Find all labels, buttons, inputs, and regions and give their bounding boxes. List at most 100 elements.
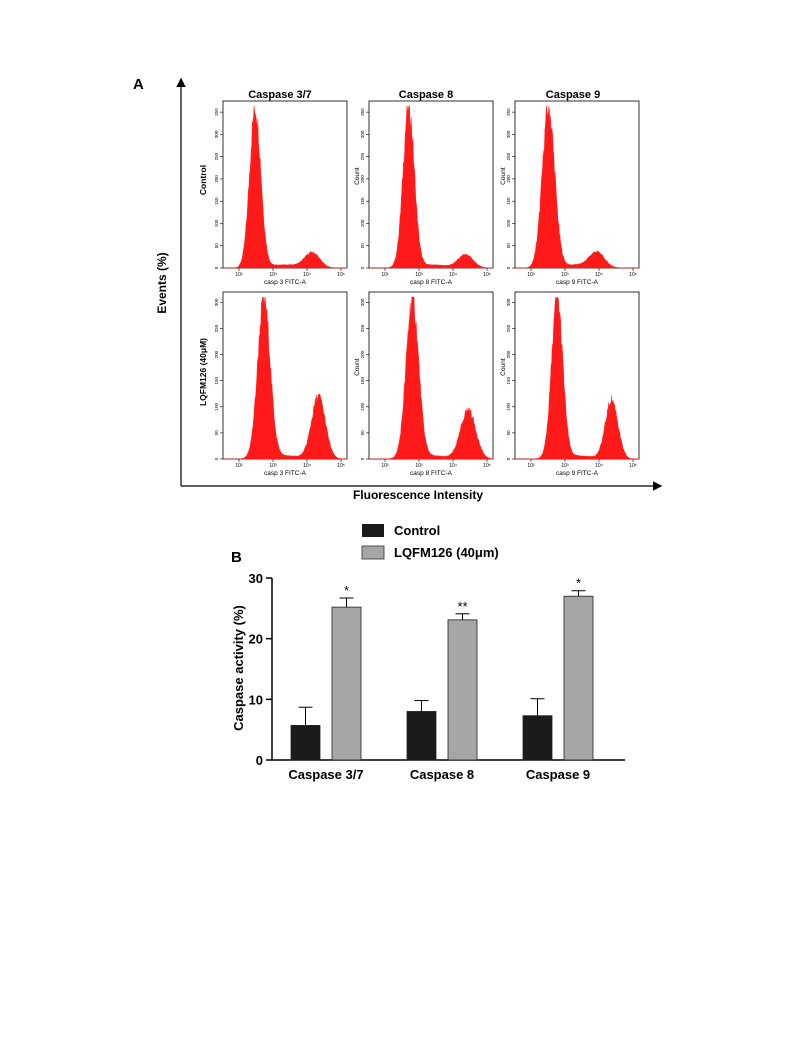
histogram-y-tick-label: 200 (214, 175, 219, 183)
fluorescence-axis-label: Fluorescence Intensity (353, 488, 483, 502)
histogram-frame (222, 100, 348, 269)
histogram-control-caspase-9: 0 50 100 150 200 250 300 350 10² 10³ 10⁴ 10⁵ casp 9 … (500, 100, 640, 286)
histogram-y-tick-label: 50 (360, 430, 365, 436)
histogram-y-tick-label: 0 (214, 266, 219, 269)
panel-b: B Control LQFM126 (40μm) Caspase activit… (231, 523, 625, 782)
histogram-x-axis-label: casp 8 FITC-A (410, 470, 453, 477)
histogram-x-tick-label: 10⁴ (303, 272, 311, 278)
histogram-y-tick-label: 150 (360, 376, 365, 384)
histogram-x-tick-label: 10⁴ (595, 272, 603, 278)
histogram-x-tick-label: 10² (381, 463, 389, 469)
histogram-lqfm126-caspase-9: 0 50 100 150 200 250 300 10² 10³ 10⁴ 10⁵ casp 9 FIT… (500, 291, 640, 477)
histogram-x-tick-label: 10² (381, 272, 389, 278)
histogram-area (515, 105, 639, 269)
y-axis-title: Caspase activity (%) (231, 605, 246, 731)
histogram-y-tick-label: 150 (506, 197, 511, 205)
histogram-x-tick-label: 10³ (561, 272, 569, 278)
histogram-control-caspase-3-7: 0 50 100 150 200 250 300 350 10² 10³ 10⁴ 10⁵ casp 3 … (214, 100, 348, 286)
histogram-x-axis-label: casp 3 FITC-A (264, 470, 307, 477)
histogram-x-tick-label: 10² (235, 272, 243, 278)
column-title-caspase-8: Caspase 8 (399, 89, 453, 101)
histogram-y-tick-label: 200 (360, 350, 365, 358)
histogram-frame (368, 100, 494, 269)
legend-swatch-control (362, 524, 384, 537)
legend-swatch-lqfm126 (361, 545, 385, 560)
histogram-y-tick-label: 200 (360, 175, 365, 183)
histogram-area (223, 105, 347, 269)
histogram-y-tick-label: 150 (214, 197, 219, 205)
histogram-area (369, 296, 494, 460)
histogram-x-tick-label: 10⁵ (483, 463, 491, 469)
histogram-count-label: Count (354, 358, 361, 376)
histogram-area (515, 296, 639, 460)
histogram-control-caspase-8: 0 50 100 150 200 250 300 350 10² 10³ 10⁴ 10⁵ casp 8 … (354, 100, 494, 286)
histogram-y-tick-label: 250 (214, 324, 219, 332)
y-tick-label: 0 (256, 753, 263, 768)
histogram-y-tick-label: 150 (214, 376, 219, 384)
histogram-y-tick-label: 150 (360, 197, 365, 205)
legend-label-lqfm126: LQFM126 (40μm) (394, 545, 499, 560)
histogram-y-tick-label: 300 (506, 130, 511, 138)
y-tick-label: 20 (249, 632, 263, 647)
x-tick-label-caspase-8: Caspase 8 (410, 767, 474, 782)
histogram-x-tick-label: 10⁵ (337, 463, 345, 469)
row-label-lqfm126: LQFM126 (40μM) (198, 338, 208, 406)
histogram-y-tick-label: 200 (506, 350, 511, 358)
column-title-caspase-3-7: Caspase 3/7 (248, 89, 312, 101)
legend: Control LQFM126 (40μm) (361, 523, 499, 560)
x-tick-label-caspase-3-7: Caspase 3/7 (288, 767, 363, 782)
histogram-y-tick-label: 250 (506, 324, 511, 332)
events-axis-label: Events (%) (155, 252, 169, 313)
bar-marks: **** (290, 576, 594, 761)
histogram-y-tick-label: 50 (214, 243, 219, 249)
histogram-y-tick-label: 200 (506, 175, 511, 183)
histogram-y-tick-label: 100 (214, 219, 219, 227)
significance-label-caspase-3-7: * (344, 583, 349, 598)
histogram-y-tick-label: 200 (214, 350, 219, 358)
histogram-y-tick-label: 350 (214, 108, 219, 116)
histogram-frame (222, 291, 348, 460)
histogram-y-tick-label: 300 (214, 130, 219, 138)
histogram-y-tick-label: 50 (360, 243, 365, 249)
histogram-y-tick-label: 300 (506, 298, 511, 306)
histogram-area (369, 105, 493, 269)
histogram-x-tick-label: 10³ (415, 272, 423, 278)
histogram-x-axis-label: casp 9 FITC-A (556, 279, 599, 286)
histogram-y-tick-label: 150 (506, 376, 511, 384)
histogram-y-tick-label: 100 (214, 403, 219, 411)
histogram-area (223, 296, 347, 460)
panel-a-label: A (133, 76, 144, 93)
y-ticks: 0 10 20 30 (249, 571, 272, 768)
bar-lqfm126-caspase-3-7 (331, 606, 362, 761)
histogram-y-tick-label: 100 (360, 219, 365, 227)
histogram-x-axis-label: casp 8 FITC-A (410, 279, 453, 286)
column-title-caspase-9: Caspase 9 (546, 89, 600, 101)
histogram-y-tick-label: 0 (506, 457, 511, 460)
bar-control-caspase-9 (522, 715, 553, 761)
histogram-x-tick-label: 10³ (561, 463, 569, 469)
legend-label-control: Control (394, 523, 440, 538)
histogram-y-tick-label: 250 (360, 324, 365, 332)
row-label-control: Control (198, 165, 208, 195)
histogram-y-tick-label: 250 (360, 152, 365, 160)
histogram-y-tick-label: 300 (360, 298, 365, 306)
x-tick-labels: Caspase 3/7 Caspase 8 Caspase 9 (288, 767, 590, 782)
histogram-x-tick-label: 10⁴ (449, 463, 457, 469)
histogram-frame (514, 291, 640, 460)
bar-control-caspase-3-7 (290, 725, 321, 761)
y-tick-label: 10 (249, 692, 263, 707)
histogram-y-tick-label: 0 (360, 266, 365, 269)
histogram-y-tick-label: 0 (506, 266, 511, 269)
histogram-x-tick-label: 10⁵ (629, 272, 637, 278)
histogram-y-tick-label: 350 (360, 108, 365, 116)
histogram-grid: 0 50 100 150 200 250 300 350 10² 10³ 10⁴ 10⁵ casp 3 … (214, 100, 640, 477)
histogram-x-tick-label: 10³ (269, 272, 277, 278)
histogram-y-tick-label: 300 (214, 298, 219, 306)
histogram-x-tick-label: 10⁵ (483, 272, 491, 278)
histogram-y-tick-label: 50 (506, 430, 511, 436)
histogram-y-tick-label: 100 (506, 403, 511, 411)
bar-control-caspase-8 (406, 711, 437, 761)
significance-label-caspase-8: ** (457, 599, 467, 614)
histogram-x-axis-label: casp 9 FITC-A (556, 470, 599, 477)
histogram-lqfm126-caspase-3-7: 0 50 100 150 200 250 300 10² 10³ 10⁴ 10⁵ casp 3 FIT… (214, 291, 348, 477)
